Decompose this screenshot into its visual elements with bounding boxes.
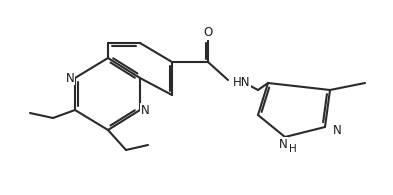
Text: N: N (279, 137, 287, 151)
Text: H: H (289, 144, 297, 154)
Text: O: O (203, 27, 213, 40)
Text: HN: HN (233, 76, 250, 90)
Text: N: N (141, 104, 149, 116)
Text: N: N (333, 124, 342, 137)
Text: N: N (66, 72, 74, 84)
